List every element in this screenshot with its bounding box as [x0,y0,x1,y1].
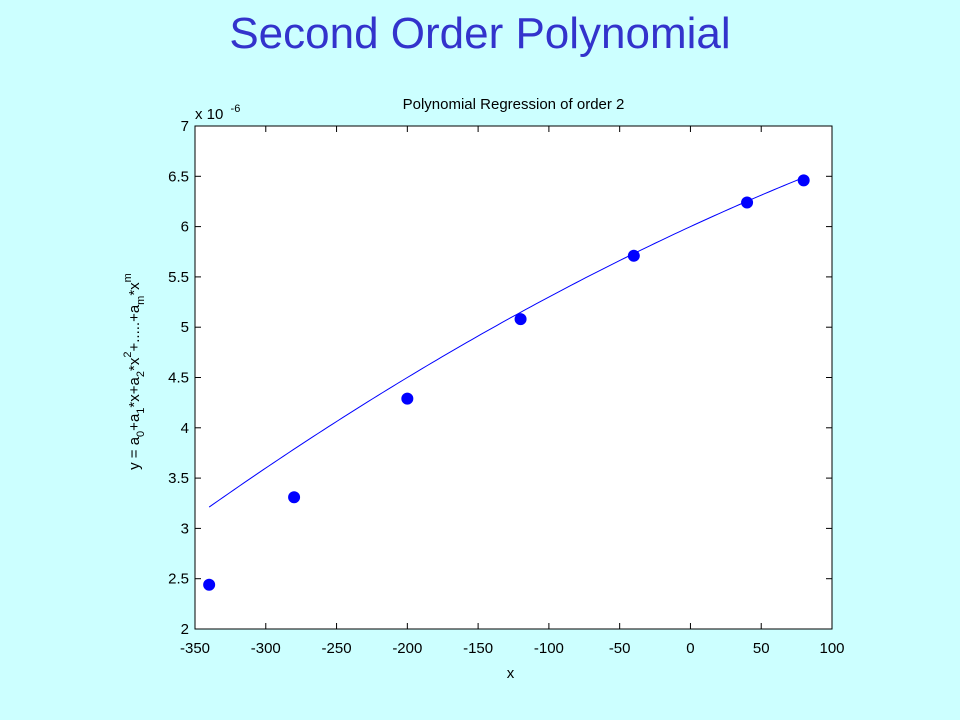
fitted-curve [208,177,804,508]
y-multiplier-exponent: -6 [231,103,241,115]
data-point [797,174,810,187]
y-label-part: *x [126,282,143,296]
y-label-part: 2 [135,371,147,377]
y-label-part: m [122,273,134,282]
y-tick-label: 5.5 [168,269,189,286]
y-tick-label: 3.5 [168,470,189,487]
x-tick-label: -50 [609,640,631,657]
y-label-part: m [135,296,147,305]
y-multiplier-base: x 10 [195,106,223,123]
y-label-part: *x [126,357,143,371]
x-tick-label: -100 [534,640,564,657]
data-points [203,174,810,591]
x-tick-label: 0 [686,640,694,657]
slide-title: Second Order Polynomial [229,9,731,58]
data-point [627,249,640,262]
data-point [741,196,754,209]
y-tick-label: 4 [181,420,189,437]
y-label-part: *x+a [126,376,143,407]
data-point [203,578,216,591]
x-tick-label: -200 [392,640,422,657]
x-tick-label: -300 [251,640,281,657]
data-point [288,491,301,504]
y-tick-label: 4.5 [168,370,189,387]
x-tick-label: -350 [180,640,210,657]
y-tick-label: 2 [181,621,189,638]
y-axis-label: y = a0+a1*x+a2*x2+.....+am*xm [122,273,147,470]
y-tick-label: 2.5 [168,571,189,588]
x-axis-label: x [507,665,515,682]
plot-area [195,126,832,629]
y-axis-multiplier: x 10 -6 [195,103,240,123]
x-tick-label: 100 [819,640,844,657]
y-label-part: y = a [126,436,143,470]
y-label-part: +.....+a [126,304,143,351]
tick-labels: -350 -300 -250 -200 -150 -100 -50 0 50 100 2 2.5 3 3.… [168,118,844,657]
chart-title: Polynomial Regression of order 2 [403,96,625,113]
x-tick-label: -150 [463,640,493,657]
plot-frame [194,125,833,630]
y-tick-label: 3 [181,520,189,537]
x-tick-label: 50 [753,640,770,657]
y-label-part: 1 [135,408,147,414]
data-point [514,313,527,326]
y-tick-label: 5 [181,319,189,336]
y-label-part: +a [126,413,143,431]
y-tick-label: 6 [181,219,189,236]
y-label-part: 2 [122,352,134,358]
x-tick-label: -250 [322,640,352,657]
data-point [401,392,414,405]
y-tick-label: 7 [181,118,189,135]
y-label-part: 0 [135,431,147,437]
y-tick-label: 6.5 [168,168,189,185]
